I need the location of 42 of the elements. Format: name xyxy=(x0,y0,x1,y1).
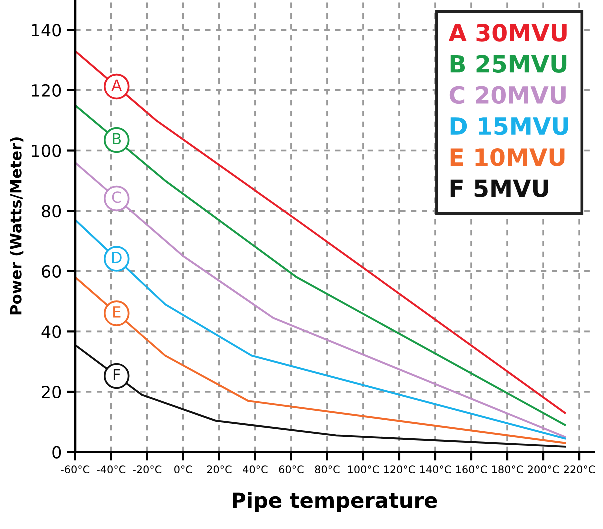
annotation: A xyxy=(112,80,122,91)
y-tick-label: 140 xyxy=(32,24,62,37)
y-tick-label: 40 xyxy=(42,326,62,338)
x-tick-label: -60°C xyxy=(61,466,90,474)
line-series xyxy=(75,219,566,440)
y-tick-label: 0 xyxy=(52,446,62,459)
x-tick-label: 200°C xyxy=(528,466,560,474)
x-axis-title: Pipe temperature xyxy=(233,492,438,512)
x-tick-label: 100°C xyxy=(348,466,380,474)
x-tick-label: 160°C xyxy=(456,466,488,474)
x-tick-label: 180°C xyxy=(492,466,524,474)
annotation: D xyxy=(112,252,122,264)
line-series xyxy=(75,276,566,444)
y-tick-label: 120 xyxy=(32,84,62,98)
text: D 15MVU xyxy=(450,118,568,136)
x-tick-label: 20°C xyxy=(207,466,232,474)
annotation: B xyxy=(113,133,122,144)
x-tick-label: 40°C xyxy=(243,466,268,474)
text: F 5MVU xyxy=(450,180,548,198)
annotation: F xyxy=(114,369,120,380)
annotation: C xyxy=(112,192,122,204)
y-tick-label: 80 xyxy=(42,205,62,218)
y-axis-title: Power (Watts/Meter) xyxy=(10,138,24,315)
text: E 10MVU xyxy=(450,148,565,166)
line-series xyxy=(75,50,566,414)
x-tick-label: 60°C xyxy=(279,466,304,474)
x-tick-label: 120°C xyxy=(384,466,416,474)
x-tick-label: -20°C xyxy=(133,466,162,474)
y-tick-label: 20 xyxy=(42,386,62,399)
text: B 25MVU xyxy=(450,55,567,74)
x-tick-label: -40°C xyxy=(97,466,126,474)
x-tick-label: 80°C xyxy=(315,466,340,474)
x-tick-label: 140°C xyxy=(420,466,452,474)
text: C 20MVU xyxy=(450,86,566,104)
y-tick-label: 100 xyxy=(32,144,62,158)
x-tick-label: 220°C xyxy=(564,466,596,474)
text: A 30MVU xyxy=(448,24,567,42)
annotation: E xyxy=(114,306,121,318)
y-tick-label: 60 xyxy=(42,265,62,278)
line-series xyxy=(75,344,566,448)
line-series xyxy=(75,104,566,426)
x-tick-label: 0°C xyxy=(174,466,192,474)
